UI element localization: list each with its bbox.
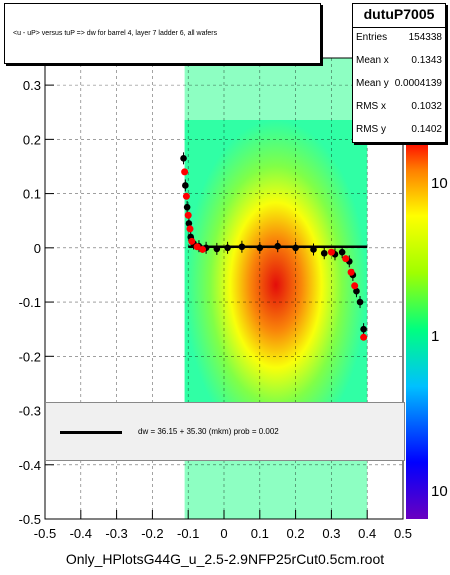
profile-point-black xyxy=(338,248,346,256)
profile-point-black xyxy=(310,246,317,253)
stat-key: Mean x xyxy=(356,55,389,66)
y-tick-label: 0.2 xyxy=(23,132,41,147)
stats-separator xyxy=(353,27,445,28)
stat-row-rms-y: RMS y 0.1402 xyxy=(356,124,442,138)
y-tick-label: 0.3 xyxy=(23,78,41,93)
profile-point-black xyxy=(353,287,360,295)
profile-point-black xyxy=(292,244,299,252)
stat-row-entries: Entries 154338 xyxy=(356,32,442,46)
y-tick-label: -0.4 xyxy=(19,458,41,473)
stat-value: 154338 xyxy=(408,32,442,43)
heatmap-core xyxy=(184,120,368,450)
profile-point-black xyxy=(256,244,264,252)
chart-title: <u - uP> versus tuP => dw for barrel 4, … xyxy=(13,30,218,37)
profile-point-black xyxy=(183,203,191,211)
y-tick-label: 0.1 xyxy=(23,187,41,202)
profile-point-black xyxy=(360,325,367,333)
colorbar xyxy=(406,140,428,519)
x-tick-label: 0 xyxy=(220,526,227,541)
profile-point-black xyxy=(224,244,231,252)
title-box: <u - uP> versus tuP => dw for barrel 4, … xyxy=(4,3,321,64)
y-tick-label: -0.5 xyxy=(19,512,41,527)
x-tick-label: -0.5 xyxy=(34,526,56,541)
colorbar-tick-label: 10 xyxy=(431,483,448,500)
profile-point-red xyxy=(347,268,355,276)
profile-point-red xyxy=(199,245,207,253)
colorbar-ticks: 10 1 10 xyxy=(431,175,448,500)
profile-point-red xyxy=(193,243,201,251)
stat-row-rms-x: RMS x 0.1032 xyxy=(356,101,442,115)
stat-row-mean-y: Mean y 0.0004139 xyxy=(356,78,442,92)
y-tick-label: -0.3 xyxy=(19,404,41,419)
profile-point-black xyxy=(274,242,282,250)
stat-key: Entries xyxy=(356,32,388,43)
profile-point-black xyxy=(180,155,187,162)
stat-key: Mean y xyxy=(356,78,389,89)
profile-point-red xyxy=(182,192,190,200)
x-tick-label: -0.2 xyxy=(141,526,163,541)
y-tick-label: 0 xyxy=(34,241,41,256)
profile-point-red xyxy=(342,255,350,263)
stat-value: 0.1343 xyxy=(411,55,442,66)
axes: -0.5 -0.4 -0.3 -0.2 -0.1 0 0.1 0.2 0.3 0.4 0.5 -0.5… xyxy=(19,78,412,541)
profile-point-red xyxy=(186,225,194,233)
stat-row-mean-x: Mean x 0.1343 xyxy=(356,55,442,69)
profile-point-black xyxy=(185,220,193,227)
stats-name: dutuP7005 xyxy=(363,6,435,22)
fit-legend-box: dw = 36.15 + 35.30 (mkm) prob = 0.002 xyxy=(45,402,405,461)
stat-value: 0.1032 xyxy=(411,101,442,112)
profile-point-black xyxy=(213,245,221,253)
profile-points xyxy=(180,152,368,341)
fit-legend-line xyxy=(60,431,122,434)
stats-box: dutuP7005 Entries 154338 Mean x 0.1343 M… xyxy=(352,3,446,143)
y-tick-label: -0.2 xyxy=(19,349,41,364)
x-tick-label: 0.1 xyxy=(251,526,269,541)
profile-point-black xyxy=(238,243,246,251)
colorbar-tick-label: 1 xyxy=(431,328,439,345)
x-tick-label: -0.4 xyxy=(70,526,92,541)
x-tick-label: 0.2 xyxy=(287,526,305,541)
y-tick-label: -0.1 xyxy=(19,295,41,310)
stat-key: RMS y xyxy=(356,124,386,135)
heatmap xyxy=(45,58,403,519)
stat-key: RMS x xyxy=(356,101,386,112)
profile-point-black xyxy=(356,298,364,306)
profile-point-red xyxy=(327,248,335,256)
profile-point-red xyxy=(184,211,192,219)
fit-legend-text: dw = 36.15 + 35.30 (mkm) prob = 0.002 xyxy=(138,427,279,436)
profile-point-red xyxy=(181,168,189,176)
profile-point-black xyxy=(320,249,328,257)
profile-point-red xyxy=(188,237,196,245)
profile-point-black xyxy=(182,182,189,189)
profile-point-red xyxy=(351,282,359,290)
x-tick-label: -0.1 xyxy=(177,526,199,541)
stat-value: 0.0004139 xyxy=(394,78,442,89)
x-tick-label: 0.4 xyxy=(358,526,376,541)
colorbar-tick-label: 10 xyxy=(431,175,448,192)
x-tick-label: 0.5 xyxy=(394,526,412,541)
x-tick-label: -0.3 xyxy=(105,526,127,541)
footer-filename: Only_HPlotsG44G_u_2.5-2.9NFP25rCut0.5cm.… xyxy=(65,551,385,567)
profile-point-red xyxy=(360,333,368,341)
x-tick-label: 0.3 xyxy=(322,526,340,541)
stat-value: 0.1402 xyxy=(411,124,442,135)
